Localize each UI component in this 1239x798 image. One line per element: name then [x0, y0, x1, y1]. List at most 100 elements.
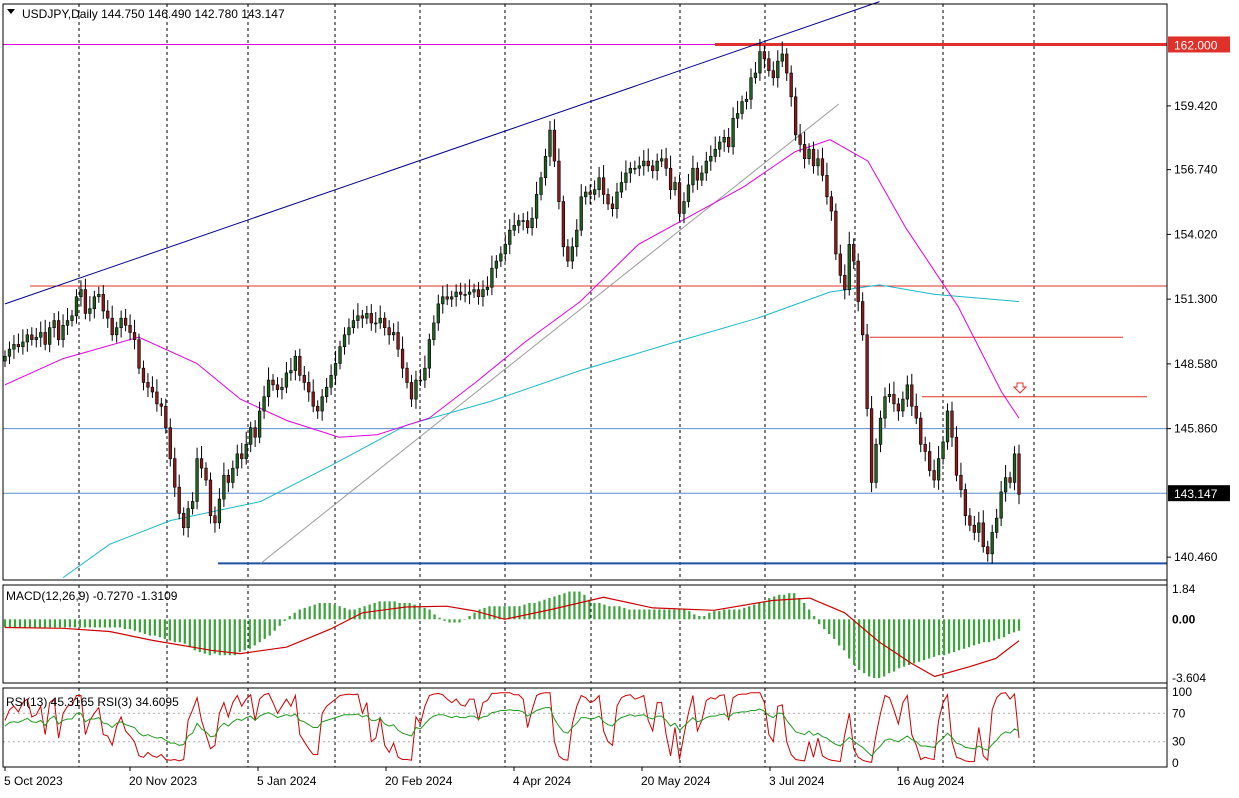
level-price-label: 162.000 [1174, 38, 1218, 52]
macd-histogram-bar [608, 606, 611, 620]
symbol-header: USDJPY,Daily 144.750 146.490 142.780 143… [22, 7, 285, 21]
grid [78, 4, 1035, 767]
candle-down [561, 201, 566, 248]
macd-histogram-bar [573, 591, 576, 620]
candle-down [861, 301, 865, 336]
candle-down [834, 210, 838, 255]
macd-histogram-bar [353, 609, 356, 620]
candle-up [52, 320, 56, 329]
candle-down [213, 515, 217, 524]
macd-histogram-bar [623, 607, 626, 620]
macd-histogram-bar [318, 602, 321, 620]
candle-up [700, 172, 704, 181]
candle-up [1003, 477, 1008, 493]
macd-histogram-bar [643, 609, 646, 620]
candle-down [458, 291, 463, 295]
macd-histogram-bar [603, 604, 606, 620]
candle-down [369, 313, 373, 324]
macd-histogram-bar [98, 619, 102, 628]
macd-histogram-bar [138, 619, 141, 633]
macd-histogram-bar [703, 616, 706, 620]
candle-down [959, 474, 963, 490]
candle-down [981, 522, 985, 547]
macd-histogram-bar [128, 619, 132, 630]
rsi-tick-label: 100 [1172, 685, 1192, 699]
macd-histogram-bar [453, 619, 456, 623]
candle-down [954, 436, 959, 476]
date-label: 5 Jan 2024 [257, 774, 317, 788]
candle-up [543, 156, 548, 179]
macd-histogram-bar [278, 619, 281, 626]
candle-down [856, 260, 860, 302]
macd-histogram-bar [997, 619, 1001, 639]
macd-histogram-bar [403, 602, 406, 620]
candle-up [481, 289, 485, 298]
macd-histogram-bar [678, 609, 681, 620]
candle-up [517, 220, 521, 226]
candle-down [476, 289, 481, 298]
macd-histogram-bar [813, 616, 816, 620]
candle-up [548, 129, 552, 157]
candle-down [204, 467, 208, 481]
candle-down [762, 51, 767, 60]
candle-down [1008, 477, 1012, 483]
candle-down [240, 453, 244, 459]
macd-histogram-bar [133, 619, 136, 631]
macd-histogram-bar [163, 619, 166, 639]
candle-down [789, 72, 793, 98]
candle-up [615, 191, 619, 209]
macd-histogram-bar [693, 614, 696, 620]
candle-up [901, 398, 905, 412]
candle-down [843, 275, 847, 290]
macd-histogram-bar [763, 601, 766, 620]
candle-up [329, 375, 333, 388]
price-tick-label: 151.300 [1174, 292, 1218, 306]
macd-histogram-bar [848, 619, 851, 659]
macd-histogram-bar [268, 619, 271, 636]
macd-histogram-bar [818, 619, 821, 625]
macd-histogram-bar [43, 619, 47, 628]
candle-up [472, 289, 476, 293]
macd-histogram-bar [468, 616, 471, 620]
candle-up [3, 355, 7, 362]
macd-histogram-bar [1007, 619, 1011, 634]
macd-histogram-bar [748, 606, 751, 620]
macd-histogram-bar [728, 609, 731, 620]
candle-up [351, 320, 356, 329]
candle-up [92, 296, 96, 309]
macd-histogram-bar [513, 606, 516, 620]
macd-histogram-bar [343, 607, 346, 620]
candle-up [441, 296, 445, 305]
candle-down [664, 158, 668, 169]
candle-up [467, 291, 472, 295]
date-label: 5 Oct 2023 [4, 774, 63, 788]
macd-histogram-bar [972, 619, 976, 646]
candle-up [347, 327, 351, 336]
macd-histogram-bar [8, 619, 12, 628]
candle-down [155, 391, 159, 405]
macd-histogram-bar [957, 619, 961, 651]
candle-up [534, 194, 539, 219]
candle-down [253, 427, 257, 438]
candle-up [936, 458, 941, 481]
macd-title: MACD(12,26,9) -0.7270 -1.3109 [6, 589, 178, 603]
candle-down [825, 175, 829, 198]
candle-up [655, 160, 659, 171]
macd-tick-label: -3.604 [1172, 671, 1206, 685]
candle-down [405, 367, 409, 383]
trend-line-navy [4, 1, 880, 305]
candle-down [865, 334, 869, 409]
candle-down [771, 70, 775, 79]
candle-down [695, 167, 700, 181]
macd-histogram-bar [188, 619, 191, 648]
candle-down [646, 160, 650, 167]
macd-histogram-bar [653, 609, 656, 620]
candle-up [333, 363, 338, 376]
candle-up [780, 53, 784, 62]
macd-panel [3, 591, 1021, 679]
candle-down [383, 317, 387, 329]
candle-up [21, 341, 25, 348]
candle-down [928, 451, 932, 471]
macd-histogram-bar [213, 619, 216, 654]
macd-histogram-bar [663, 609, 666, 620]
